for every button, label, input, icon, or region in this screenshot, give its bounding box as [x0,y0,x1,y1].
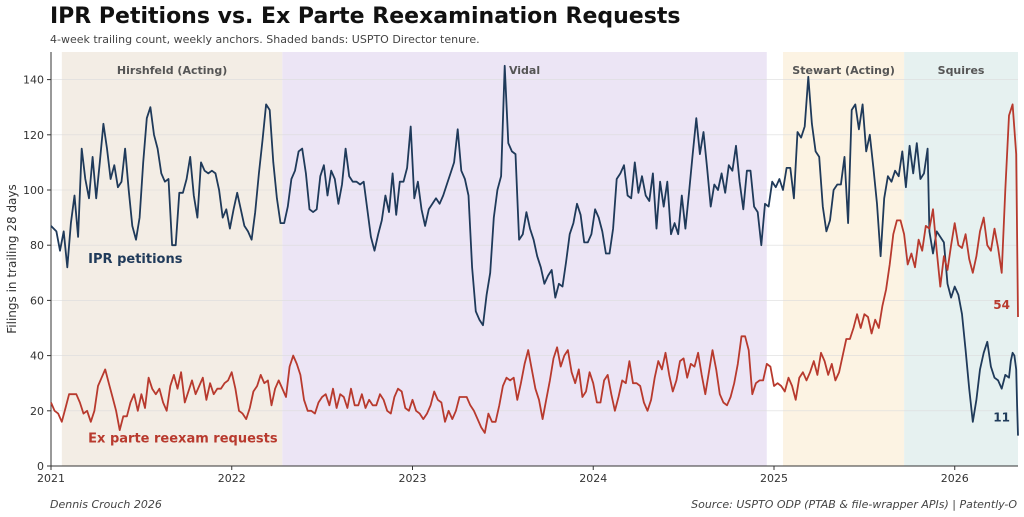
end-value-label: 54 [993,298,1010,312]
y-axis-label: Filings in trailing 28 days [5,184,19,334]
x-tick-label: 2025 [760,472,788,485]
y-tick-label: 80 [30,239,44,252]
y-tick-label: 120 [23,129,44,142]
band-label: Hirshfeld (Acting) [117,64,227,77]
band-label: Squires [938,64,985,77]
footer-credit: Dennis Crouch 2026 [50,498,162,511]
x-tick-label: 2022 [218,472,246,485]
series-label: IPR petitions [88,252,183,267]
director-band [783,52,905,466]
director-band [61,52,283,466]
reexam-requests-line [50,103,1019,434]
y-tick-label: 0 [37,460,44,473]
x-tick-label: 2026 [941,472,969,485]
band-label: Vidal [509,64,540,77]
y-tick-label: 140 [23,74,44,87]
series-label: Ex parte reexam requests [88,431,278,446]
x-tick-label: 2023 [398,472,426,485]
y-tick-label: 40 [30,350,44,363]
director-band [904,52,1018,466]
y-tick-label: 20 [30,405,44,418]
band-label: Stewart (Acting) [792,64,895,77]
ipr-petitions-line [50,64,1019,436]
chart-subtitle: 4-week trailing count, weekly anchors. S… [50,33,480,46]
y-tick-label: 100 [23,184,44,197]
footer-source: Source: USPTO ODP (PTAB & file-wrapper A… [691,498,1017,511]
y-tick-label: 60 [30,294,44,307]
x-tick-label: 2024 [579,472,607,485]
x-tick-label: 2021 [37,472,65,485]
end-value-label: 11 [993,411,1010,425]
chart-title: IPR Petitions vs. Ex Parte Reexamination… [50,4,681,29]
